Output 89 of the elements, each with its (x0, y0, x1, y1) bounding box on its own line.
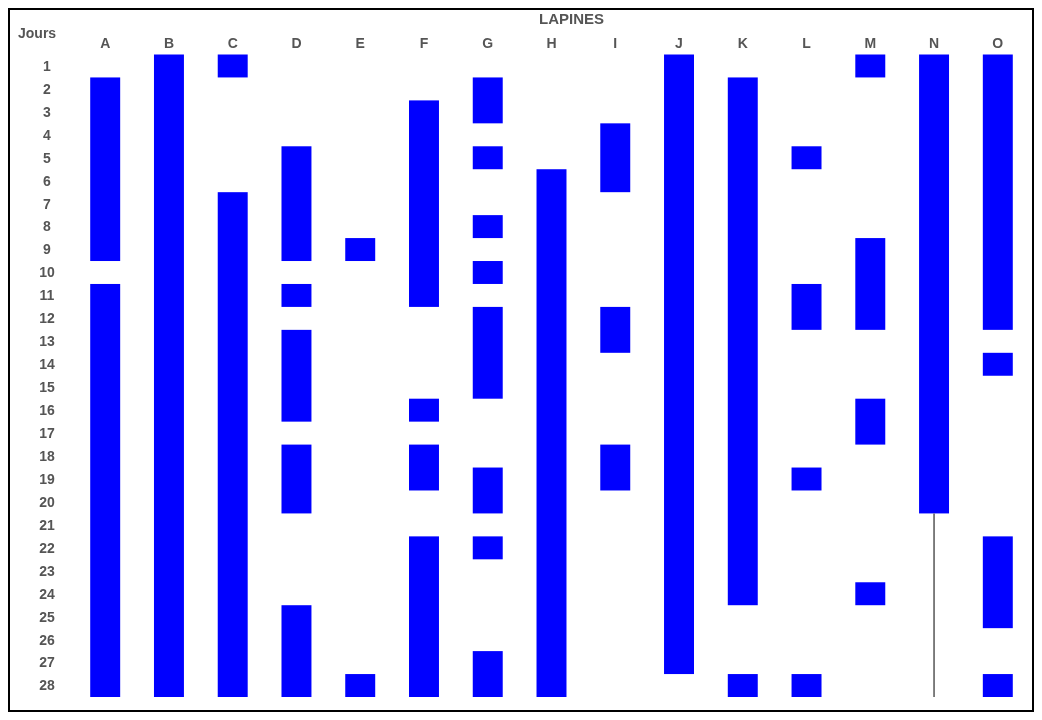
bar (791, 467, 822, 491)
bar (536, 169, 567, 697)
y-tick-label: 6 (43, 172, 52, 189)
y-tick-label: 15 (39, 379, 55, 396)
bar (90, 77, 121, 262)
bar (664, 54, 694, 675)
bar (409, 398, 439, 422)
x-tick-label: G (482, 35, 494, 51)
bar (281, 146, 312, 262)
bar (919, 54, 950, 514)
bar (791, 674, 822, 697)
bar (855, 582, 886, 606)
bar (472, 306, 503, 399)
bar (472, 146, 503, 170)
x-tick-label: J (675, 35, 683, 51)
bar (281, 329, 312, 422)
y-tick-label: 14 (39, 356, 55, 373)
x-tick-label: C (227, 35, 238, 51)
y-tick-label: 27 (39, 654, 55, 671)
x-tick-label: F (419, 35, 429, 51)
x-tick-label: H (546, 35, 557, 51)
y-tick-label: 8 (43, 218, 52, 235)
y-tick-label: 11 (39, 287, 55, 304)
bar (982, 54, 1013, 330)
bar (281, 283, 312, 307)
bar (472, 536, 503, 560)
bar (982, 352, 1013, 376)
y-tick-label: 9 (43, 241, 52, 258)
bar (727, 77, 758, 606)
y-tick-label: 25 (39, 608, 55, 625)
y-tick-label: 12 (39, 310, 55, 327)
bar (217, 192, 248, 697)
bar (472, 77, 503, 124)
bar (982, 536, 1013, 629)
bar (472, 261, 503, 284)
bar (409, 100, 439, 307)
y-tick-label: 18 (39, 447, 55, 464)
x-tick-label: K (737, 35, 748, 51)
bar (855, 54, 886, 78)
bar (409, 536, 439, 697)
x-tick-label: A (100, 35, 111, 51)
bar (791, 146, 822, 170)
bar (90, 283, 121, 697)
y-tick-label: 28 (39, 677, 55, 694)
y-tick-label: 17 (39, 425, 55, 442)
x-tick-label: B (163, 35, 175, 51)
bar (855, 238, 886, 330)
chart-title: LAPINES (538, 10, 605, 27)
y-tick-label: 10 (39, 264, 55, 281)
bar (791, 283, 822, 330)
x-tick-label: D (291, 35, 302, 51)
y-tick-label: 23 (39, 562, 55, 579)
bar (600, 306, 631, 353)
bar (855, 398, 886, 445)
y-tick-label: 7 (43, 195, 52, 212)
bar (345, 238, 376, 262)
bar (472, 467, 503, 514)
y-tick-label: 5 (43, 149, 52, 166)
bar (600, 123, 631, 193)
bar (345, 674, 376, 697)
y-tick-label: 24 (39, 585, 55, 602)
y-tick-label: 16 (39, 402, 55, 419)
x-tick-label: O (992, 35, 1004, 51)
bar (600, 444, 631, 491)
y-tick-label: 22 (39, 539, 55, 556)
bar (982, 674, 1013, 697)
bar (727, 674, 758, 697)
bar (217, 54, 248, 78)
x-tick-label: N (928, 35, 940, 51)
y-axis-title: Jours (18, 25, 57, 41)
x-tick-label: E (355, 35, 365, 51)
y-tick-label: 4 (43, 126, 52, 143)
y-tick-label: 1 (43, 57, 52, 74)
bar (153, 54, 184, 697)
y-tick-label: 26 (39, 631, 55, 648)
x-tick-label: L (802, 35, 812, 51)
bar (409, 444, 439, 491)
bar (472, 215, 503, 239)
y-tick-label: 21 (39, 516, 55, 533)
bar (472, 651, 503, 697)
x-tick-label: M (864, 35, 877, 51)
y-tick-label: 13 (39, 333, 55, 350)
bar (281, 605, 312, 697)
y-tick-label: 3 (43, 103, 52, 120)
y-tick-label: 2 (43, 80, 52, 97)
x-tick-label: I (613, 35, 618, 51)
bar (281, 444, 312, 514)
y-tick-label: 20 (39, 493, 55, 510)
y-tick-label: 19 (39, 470, 55, 487)
